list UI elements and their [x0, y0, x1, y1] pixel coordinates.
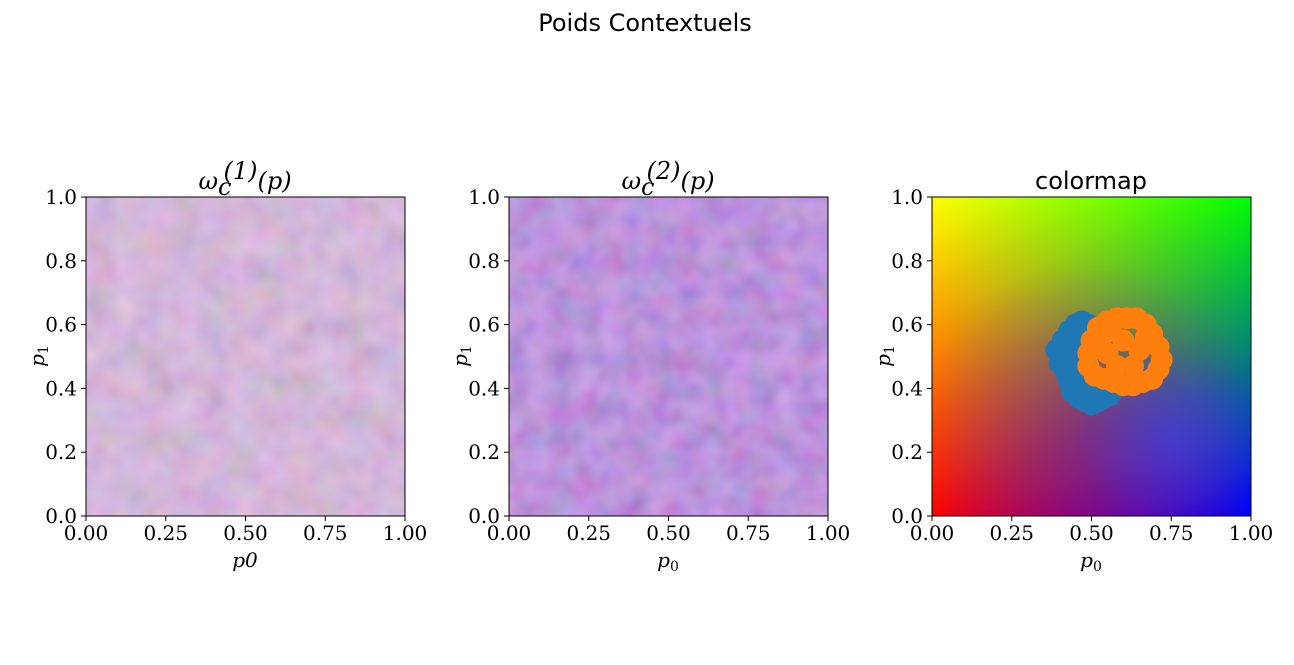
ytick-label: 0.0: [891, 504, 923, 528]
xtick-label: 0.00: [64, 521, 109, 545]
ytick-label: 0.4: [891, 376, 923, 400]
ytick-label: 0.4: [45, 376, 77, 400]
xtick-label: 0.25: [143, 521, 188, 545]
ytick-label: 0.0: [468, 504, 500, 528]
xtick-label: 0.75: [303, 521, 348, 545]
panel-title-3: colormap: [1035, 167, 1147, 195]
xtick-label: 1.00: [383, 521, 428, 545]
ytick-label: 0.8: [468, 249, 500, 273]
xtick-label: 0.75: [726, 521, 771, 545]
ytick-label: 0.2: [468, 440, 500, 464]
scatter-point-series-2: [1077, 342, 1100, 365]
xtick-label: 0.50: [1069, 521, 1114, 545]
ytick-label: 1.0: [468, 185, 500, 209]
ytick-label: 0.8: [45, 249, 77, 273]
panel-weights-1: ωc(1)(p) 0.00 0.25 0.50 0.75 1.00 0.0 0.2 0.4 0.…: [25, 157, 427, 572]
xtick-label: 0.25: [989, 521, 1034, 545]
panel-colormap: colormap 0.00 0.25 0.50 0.75 1.00 0.0 0.2 0.4 0.…: [871, 167, 1273, 575]
scatter-point-series-2: [1121, 355, 1144, 378]
ylabel-1: p1: [25, 345, 52, 367]
scatter-point-series-2: [1106, 355, 1129, 378]
xtick-label: 0.25: [566, 521, 611, 545]
xtick-label: 0.50: [223, 521, 268, 545]
xlabel-3: p0: [1080, 548, 1102, 575]
ytick-label: 0.6: [45, 313, 77, 337]
figure-suptitle: Poids Contextuels: [538, 9, 752, 37]
xtick-label: 1.00: [1229, 521, 1274, 545]
xtick-label: 0.00: [487, 521, 532, 545]
ytick-label: 0.8: [891, 249, 923, 273]
ytick-label: 0.4: [468, 376, 500, 400]
panel-weights-2: ωc(2)(p) 0.00 0.25 0.50 0.75 1.00 0.0 0.2 0.4 0.…: [448, 157, 850, 575]
xtick-label: 0.75: [1149, 521, 1194, 545]
xtick-label: 1.00: [806, 521, 851, 545]
scatter-point-series-1: [1070, 380, 1093, 403]
xtick-label: 0.50: [646, 521, 691, 545]
ytick-label: 0.2: [45, 440, 77, 464]
scatter-point-series-2: [1134, 326, 1157, 349]
scatter-point-series-2: [1099, 319, 1122, 342]
ytick-label: 1.0: [45, 185, 77, 209]
ylabel-3: p1: [871, 345, 898, 367]
xlabel-2: p0: [657, 548, 679, 575]
xtick-label: 0.00: [910, 521, 955, 545]
ylabel-2: p1: [448, 345, 475, 367]
scatter-point-series-1: [1058, 332, 1081, 355]
ytick-label: 0.0: [45, 504, 77, 528]
ytick-label: 0.6: [468, 313, 500, 337]
ytick-label: 0.6: [891, 313, 923, 337]
ytick-label: 0.2: [891, 440, 923, 464]
panel-title-2: ωc(2)(p): [621, 157, 714, 201]
scatter-layer: [1045, 307, 1173, 416]
xlabel-1: p0: [232, 548, 258, 572]
ytick-label: 1.0: [891, 185, 923, 209]
panel-title-1: ωc(1)(p): [198, 157, 291, 201]
